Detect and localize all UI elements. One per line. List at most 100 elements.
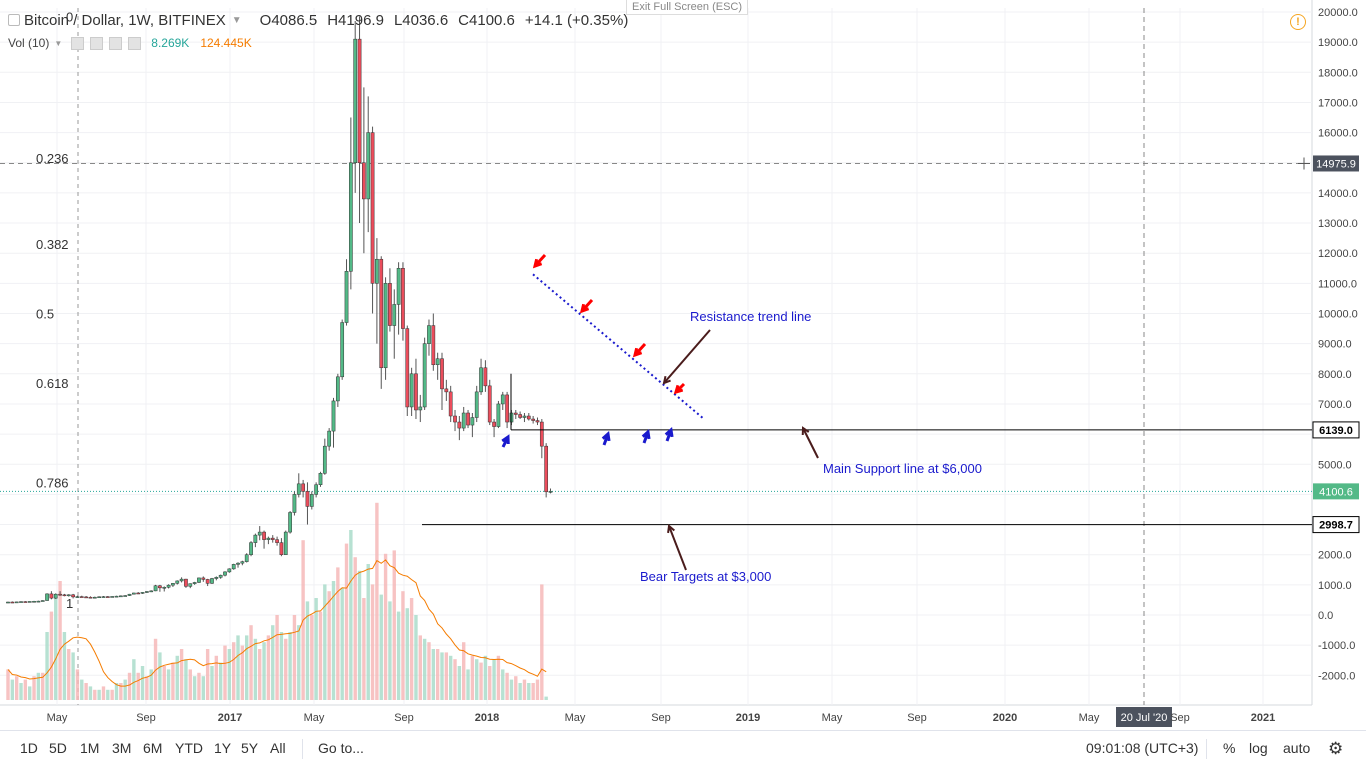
candle-body <box>539 421 544 447</box>
candle-body <box>184 578 188 587</box>
red-arrow-icon-head <box>632 347 643 358</box>
candle <box>262 530 266 549</box>
y-tick-label: 16000.0 <box>1318 128 1358 140</box>
candle-body <box>62 594 67 597</box>
volume-bar <box>435 649 440 700</box>
candle-body <box>457 421 462 429</box>
volume-bar <box>518 683 522 700</box>
volume-bar <box>32 676 36 700</box>
y-tick-label: 14000.0 <box>1318 188 1358 200</box>
volume-bar <box>462 642 466 700</box>
close-icon[interactable] <box>128 36 142 50</box>
volume-bar <box>23 679 28 700</box>
candle-body <box>32 601 36 603</box>
y-tick-label: 5000.0 <box>1318 459 1352 471</box>
range-5d[interactable]: 5D <box>49 740 67 756</box>
log-toggle[interactable]: log <box>1249 740 1268 756</box>
candle-body <box>110 596 115 598</box>
candle <box>370 126 375 314</box>
chevron-down-icon[interactable]: ▼ <box>54 38 63 48</box>
candle <box>335 373 340 407</box>
volume-bar <box>262 642 266 700</box>
volume-bar <box>427 642 431 700</box>
candle-body <box>340 322 345 378</box>
candle <box>6 601 10 604</box>
volume-bar <box>201 676 205 700</box>
candle-body <box>331 400 336 432</box>
range-1m[interactable]: 1M <box>80 740 100 756</box>
goto-button[interactable]: Go to... <box>318 740 364 756</box>
ohlc-close-value: 4100.6 <box>469 11 515 29</box>
range-ytd[interactable]: YTD <box>175 740 203 756</box>
range-3m[interactable]: 3M <box>112 740 132 756</box>
candle <box>136 592 141 595</box>
candle-body <box>101 596 106 598</box>
volume-bar <box>292 615 297 700</box>
candle <box>427 319 431 356</box>
chevron-down-icon[interactable]: ▼ <box>231 14 242 26</box>
candle <box>461 406 466 432</box>
annotation-target: Bear Targets at $3,000 <box>640 569 771 584</box>
gear-icon[interactable]: ⚙ <box>1328 739 1344 758</box>
candle <box>105 596 110 598</box>
candle-body <box>405 328 410 408</box>
candle <box>162 586 167 592</box>
exit-fullscreen-button[interactable]: Exit Full Screen (ESC) <box>626 0 749 15</box>
volume-bar <box>245 635 249 700</box>
range-6m[interactable]: 6M <box>143 740 163 756</box>
candle-body <box>266 537 271 540</box>
candle <box>362 87 366 254</box>
candle-body <box>357 38 362 163</box>
volume-bar <box>479 662 483 700</box>
range-all[interactable]: All <box>270 740 286 756</box>
candle-body <box>379 258 384 369</box>
candle <box>305 482 310 525</box>
candle <box>487 379 492 426</box>
volume-bar <box>84 683 88 700</box>
eye-icon[interactable] <box>71 36 85 50</box>
candle-body <box>392 304 397 326</box>
candle-body <box>535 420 540 423</box>
y-tick-label: 9000.0 <box>1318 339 1352 351</box>
candle <box>366 96 371 233</box>
candle <box>522 412 527 423</box>
symbol-title[interactable]: Bitcoin / Dollar, 1W, BITFINEX <box>24 11 226 29</box>
volume-bar <box>36 672 41 700</box>
candle <box>257 526 262 541</box>
candle <box>431 313 436 371</box>
candle <box>132 592 136 595</box>
volume-bar <box>184 659 188 700</box>
plus-icon[interactable] <box>109 36 123 50</box>
volume-bar <box>214 655 219 700</box>
volume-label[interactable]: Vol (10) <box>8 36 50 50</box>
volume-bar <box>448 655 453 700</box>
candle <box>71 593 75 599</box>
candle <box>405 325 410 417</box>
volume-bar <box>305 601 310 700</box>
price-chart[interactable]: 20000.0 19000.0 18000.0 17000.0 16000.0 1 5000… <box>0 0 1366 730</box>
candle <box>240 560 245 566</box>
percent-toggle[interactable]: % <box>1223 740 1236 756</box>
auto-toggle[interactable]: auto <box>1283 740 1311 756</box>
volume-bar <box>288 632 292 700</box>
volume-bar <box>58 581 62 700</box>
candle <box>253 533 258 548</box>
settings-icon[interactable] <box>90 36 104 50</box>
candle-body <box>66 594 71 597</box>
y-tick-label: 13000.0 <box>1318 218 1358 230</box>
range-1d[interactable]: 1D <box>20 740 38 756</box>
warning-icon[interactable]: ! <box>1290 14 1306 30</box>
candle <box>309 491 314 510</box>
symbol-icon[interactable] <box>8 14 20 26</box>
candle-body <box>118 595 123 598</box>
range-1y[interactable]: 1Y <box>214 740 232 756</box>
range-5y[interactable]: 5Y <box>241 740 259 756</box>
y-tick-label: 1000.0 <box>1318 580 1352 592</box>
volume-bar <box>123 679 127 700</box>
volume-bar <box>10 679 15 700</box>
candle-body <box>496 403 501 427</box>
volume-bar <box>28 686 32 700</box>
candle <box>448 385 453 423</box>
volume-bar <box>323 584 327 700</box>
candle-body <box>257 531 262 536</box>
